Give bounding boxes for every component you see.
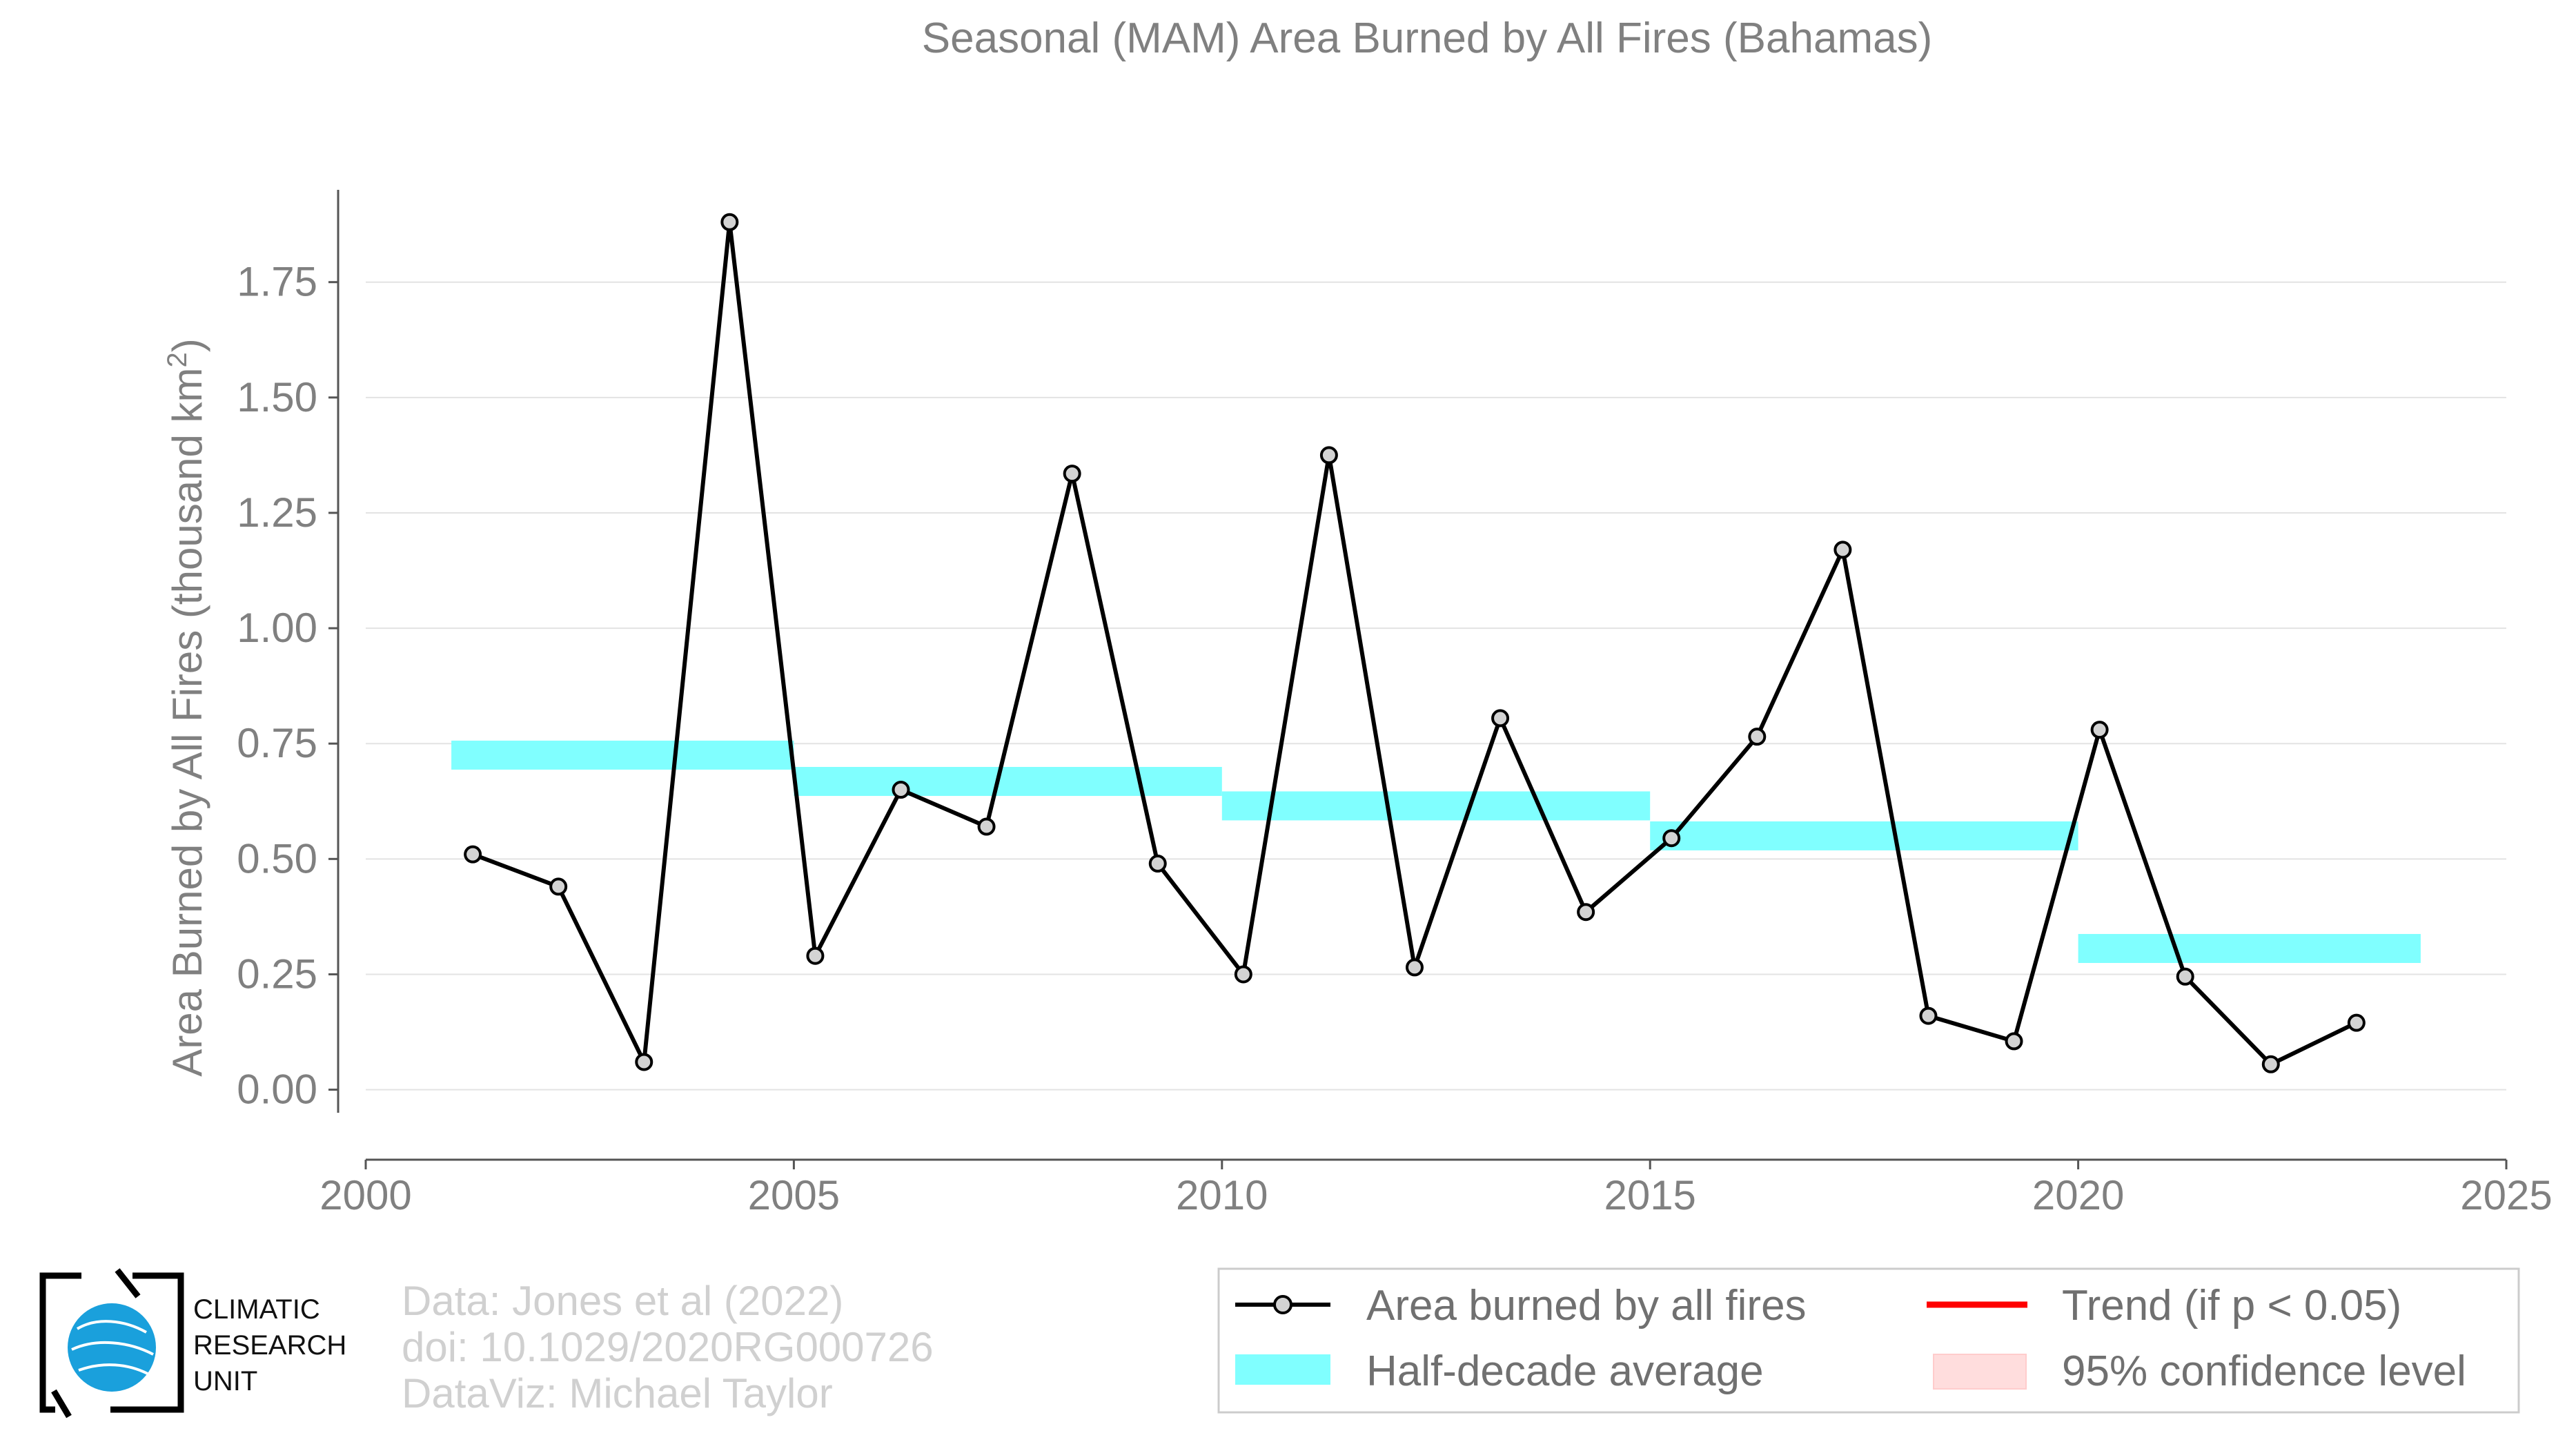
data-point xyxy=(1405,958,1424,977)
data-point xyxy=(1063,465,1081,483)
legend-marker-area-burned xyxy=(1273,1295,1292,1314)
half-decade-band xyxy=(1650,821,2078,850)
legend-label-trend: Trend (if p < 0.05) xyxy=(2062,1282,2401,1330)
logo-slash-bottom xyxy=(51,1389,72,1419)
y-tick-label: 1.75 xyxy=(237,259,317,305)
data-point xyxy=(464,845,482,864)
x-tick-label: 2015 xyxy=(1604,1172,1695,1218)
globe-swirl-2 xyxy=(71,1341,154,1356)
data-point xyxy=(1491,709,1510,728)
data-point xyxy=(1833,541,1852,559)
logo-bracket-right xyxy=(110,1272,184,1413)
cru-logo: CLIMATIC RESEARCH UNIT xyxy=(39,1268,346,1419)
y-tick-label: 1.50 xyxy=(237,374,317,420)
data-point xyxy=(2261,1055,2280,1073)
half-decade-band xyxy=(794,767,1222,797)
data-point xyxy=(549,877,568,896)
half-decade-bands xyxy=(451,740,2421,964)
logo-slash-top xyxy=(115,1268,141,1298)
x-tick-label: 2005 xyxy=(748,1172,840,1218)
half-decade-band xyxy=(451,740,794,770)
logo-text-climatic: CLIMATIC xyxy=(193,1294,320,1325)
credit-data-source: Data: Jones et al (2022) xyxy=(402,1278,843,1324)
chart-title: Seasonal (MAM) Area Burned by All Fires … xyxy=(922,14,1932,62)
legend: Area burned by all fires Trend (if p < 0… xyxy=(1217,1267,2520,1414)
data-point xyxy=(1919,1006,1938,1025)
y-tick-label: 0.50 xyxy=(237,835,317,882)
half-decade-band xyxy=(2078,934,2421,964)
data-point xyxy=(1234,965,1252,984)
credit-dataviz: DataViz: Michael Taylor xyxy=(402,1370,833,1416)
data-point xyxy=(1662,829,1681,848)
legend-label-area-burned: Area burned by all fires xyxy=(1366,1282,1807,1330)
data-point xyxy=(2176,967,2194,986)
legend-swatch-confidence xyxy=(1933,1354,2027,1390)
globe-icon xyxy=(68,1303,156,1392)
logo-bracket-left xyxy=(39,1272,81,1413)
y-tick-label: 0.75 xyxy=(237,720,317,766)
data-point xyxy=(1748,728,1767,746)
data-point xyxy=(2090,721,2109,739)
x-ticks: 2000 2005 2010 2015 2020 2025 xyxy=(319,1160,2553,1218)
x-tick-label: 2000 xyxy=(319,1172,411,1218)
legend-label-confidence: 95% confidence level xyxy=(2062,1347,2466,1395)
logo-text-research: RESEARCH xyxy=(193,1330,346,1361)
y-tick-label: 1.25 xyxy=(237,489,317,536)
legend-label-half-decade: Half-decade average xyxy=(1366,1347,1764,1395)
y-axis-label: Area Burned by All Fires (thousand km2) xyxy=(162,338,210,1076)
y-tick-label: 0.00 xyxy=(237,1067,317,1113)
data-point xyxy=(635,1053,653,1071)
data-point xyxy=(1148,855,1167,873)
x-tick-label: 2025 xyxy=(2460,1172,2552,1218)
data-point xyxy=(892,781,910,799)
data-point xyxy=(2347,1013,2366,1032)
globe-swirl-3 xyxy=(78,1363,148,1375)
data-point xyxy=(1319,446,1338,465)
y-tick-label: 1.00 xyxy=(237,605,317,651)
x-tick-label: 2020 xyxy=(2032,1172,2124,1218)
logo-text-unit: UNIT xyxy=(193,1366,257,1396)
legend-box xyxy=(1217,1267,2520,1414)
credit-doi: doi: 10.1029/2020RG000726 xyxy=(402,1324,934,1370)
y-ticks: 0.00 0.25 0.50 0.75 1.00 1.25 1.50 1.75 xyxy=(237,259,338,1113)
data-point xyxy=(806,946,825,965)
globe-swirl-1 xyxy=(76,1320,147,1334)
y-tick-label: 0.25 xyxy=(237,951,317,997)
data-point xyxy=(1577,903,1595,922)
data-point xyxy=(720,213,739,231)
x-tick-label: 2010 xyxy=(1176,1172,1268,1218)
data-point xyxy=(977,817,996,836)
series-markers xyxy=(464,213,2366,1073)
legend-swatch-half-decade xyxy=(1235,1354,1330,1385)
half-decade-band xyxy=(1221,791,1651,821)
data-point xyxy=(2005,1032,2023,1051)
